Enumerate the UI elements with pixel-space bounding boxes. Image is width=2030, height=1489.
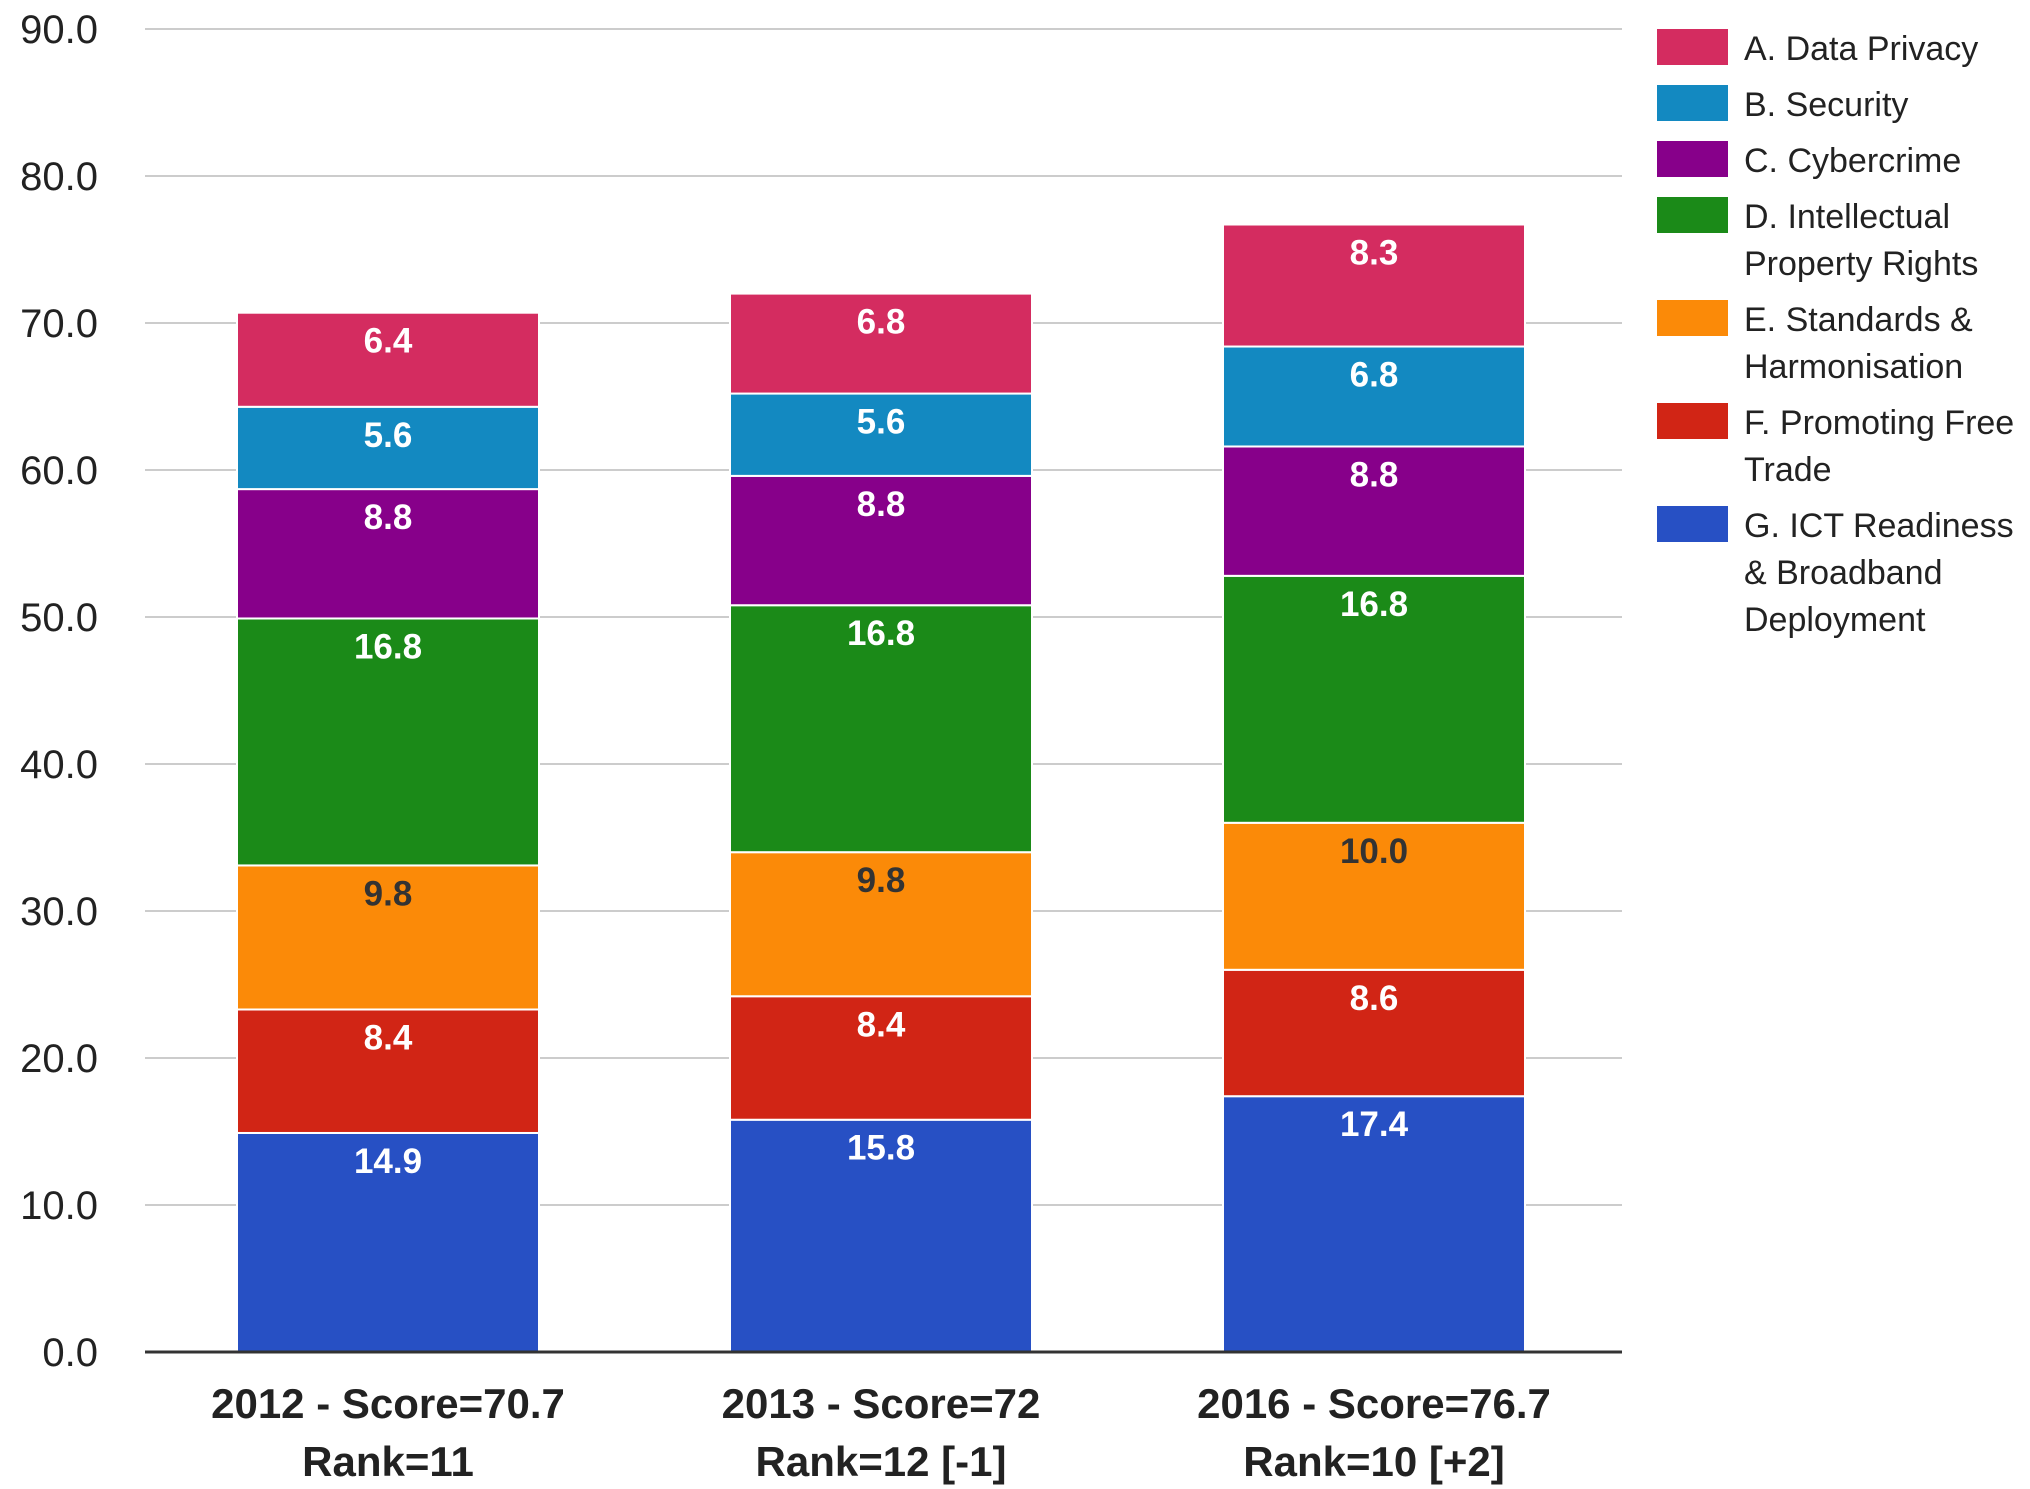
bar-segment [236, 405, 540, 491]
y-tick-label: 80.0 [20, 155, 98, 199]
x-tick-label: 2016 - Score=76.7 [1197, 1380, 1551, 1427]
bar-segment [729, 1118, 1033, 1353]
x-tick-label: 2013 - Score=72 [722, 1380, 1041, 1427]
legend-label: Harmonisation [1744, 348, 1963, 386]
y-tick-label: 40.0 [20, 743, 98, 787]
legend-item[interactable]: G. ICT Readiness & Broadband Deployment [1657, 506, 2014, 639]
legend-label: A. Data Privacy [1744, 30, 1978, 68]
bar-segment [236, 617, 540, 867]
bar-segment [729, 292, 1033, 395]
bar-segment [729, 995, 1033, 1121]
y-tick-label: 30.0 [20, 890, 98, 934]
legend-label: E. Standards & [1744, 301, 1973, 339]
legend-item[interactable]: B. Security [1657, 85, 1908, 124]
y-tick-label: 70.0 [20, 302, 98, 346]
data-label: 16.8 [354, 627, 422, 666]
y-tick-label: 0.0 [42, 1331, 98, 1375]
legend-label: F. Promoting Free [1744, 404, 2014, 442]
y-tick-label: 10.0 [20, 1184, 98, 1228]
bar-segment [236, 488, 540, 620]
data-label: 8.8 [364, 498, 413, 537]
y-tick-label: 60.0 [20, 449, 98, 493]
data-label: 8.6 [1350, 979, 1399, 1018]
legend-label: Property Rights [1744, 245, 1978, 283]
data-label: 8.4 [857, 1005, 906, 1044]
data-label: 14.9 [354, 1142, 422, 1181]
axes: 0.0 10.0 20.0 30.0 40.0 50.0 60.0 70.0 80.0 90.0 2… [20, 8, 1622, 1485]
data-label: 8.3 [1350, 234, 1399, 273]
data-label: 8.8 [1350, 455, 1399, 494]
legend-item[interactable]: D. Intellectual Property Rights [1657, 197, 1978, 283]
bar-segment [236, 864, 540, 1011]
legend-label: Deployment [1744, 601, 1926, 639]
bars [236, 223, 1526, 1353]
bar-segment [1222, 1095, 1526, 1353]
x-tick-label: Rank=11 [302, 1438, 474, 1485]
data-label: 9.8 [857, 861, 906, 900]
legend-item[interactable]: C. Cybercrime [1657, 141, 1961, 180]
data-label: 16.8 [847, 614, 915, 653]
data-label: 17.4 [1340, 1105, 1409, 1144]
legend-item[interactable]: F. Promoting Free Trade [1657, 403, 2014, 489]
bar-segment [729, 474, 1033, 607]
bar-segment [1222, 574, 1526, 824]
legend-label: & Broadband [1744, 554, 1943, 592]
x-tick-label: Rank=10 [+2] [1243, 1438, 1504, 1485]
bar-segment [1222, 968, 1526, 1098]
data-label: 16.8 [1340, 585, 1408, 624]
data-label: 6.8 [1350, 356, 1399, 395]
data-label: 8.4 [364, 1018, 413, 1057]
bar-segment [1222, 445, 1526, 577]
x-tick-label: Rank=12 [-1] [756, 1438, 1007, 1485]
legend-swatch [1657, 29, 1728, 65]
legend-swatch [1657, 506, 1728, 542]
legend-item[interactable]: E. Standards & Harmonisation [1657, 300, 1973, 386]
legend-item[interactable]: A. Data Privacy [1657, 29, 1978, 68]
bar-segment [729, 851, 1033, 998]
legend-swatch [1657, 403, 1728, 439]
data-label: 10.0 [1340, 832, 1408, 871]
bar-segment [1222, 821, 1526, 971]
legend-label: D. Intellectual [1744, 198, 1950, 236]
bar-segment [236, 1131, 540, 1353]
legend-label: G. ICT Readiness [1744, 507, 2014, 545]
data-label: 9.8 [364, 874, 413, 913]
data-labels: 14.9 8.4 9.8 16.8 8.8 5.6 6.4 15.8 8.4 9.8 16.8 8.8… [354, 234, 1409, 1181]
y-tick-label: 50.0 [20, 596, 98, 640]
y-tick-label: 20.0 [20, 1037, 98, 1081]
bar-segment [236, 311, 540, 408]
legend-swatch [1657, 197, 1728, 233]
bar-segment [1222, 223, 1526, 348]
data-label: 5.6 [364, 416, 413, 455]
data-label: 8.8 [857, 485, 906, 524]
y-tick-label: 90.0 [20, 8, 98, 52]
data-label: 6.4 [364, 322, 413, 361]
legend-label: Trade [1744, 451, 1832, 489]
data-label: 6.8 [857, 303, 906, 342]
legend-label: C. Cybercrime [1744, 142, 1961, 180]
data-label: 15.8 [847, 1129, 915, 1168]
legend-swatch [1657, 300, 1728, 336]
bar-segment [1222, 345, 1526, 448]
legend-label: B. Security [1744, 86, 1908, 124]
bar-segment [236, 1008, 540, 1134]
data-label: 5.6 [857, 403, 906, 442]
x-tick-label: 2012 - Score=70.7 [211, 1380, 565, 1427]
bar-segment [729, 392, 1033, 477]
legend[interactable]: A. Data Privacy B. Security C. Cybercrime D… [1657, 29, 2014, 639]
legend-swatch [1657, 141, 1728, 177]
legend-swatch [1657, 85, 1728, 121]
